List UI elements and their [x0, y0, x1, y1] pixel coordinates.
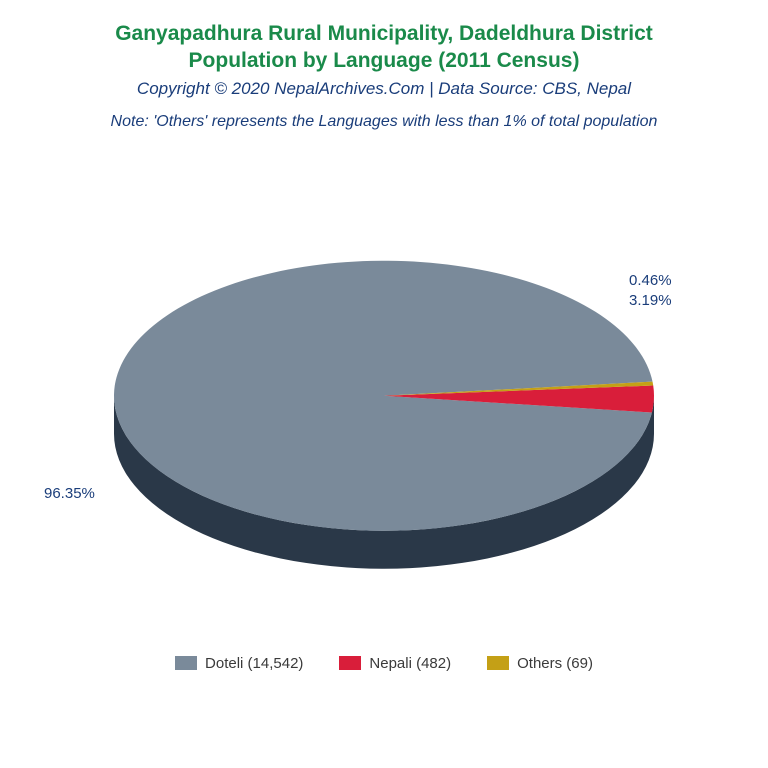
legend-label-others: Others (69) [517, 655, 593, 672]
title-line-2: Population by Language (2011 Census) [111, 47, 658, 74]
pie-chart: 96.35% 0.46% 3.19% [34, 175, 734, 625]
legend-item-others: Others (69) [487, 655, 593, 672]
pie-svg [84, 235, 684, 595]
legend-label-nepali: Nepali (482) [369, 655, 451, 672]
slice-label-others: 0.46% [629, 272, 672, 289]
legend-item-nepali: Nepali (482) [339, 655, 451, 672]
chart-container: Ganyapadhura Rural Municipality, Dadeldh… [0, 0, 768, 768]
legend-item-doteli: Doteli (14,542) [175, 655, 303, 672]
slice-label-doteli: 96.35% [44, 485, 95, 502]
legend-swatch-nepali [339, 656, 361, 670]
legend-swatch-others [487, 656, 509, 670]
legend-label-doteli: Doteli (14,542) [205, 655, 303, 672]
note-text: Note: 'Others' represents the Languages … [111, 113, 658, 131]
title-line-1: Ganyapadhura Rural Municipality, Dadeldh… [111, 20, 658, 47]
title-block: Ganyapadhura Rural Municipality, Dadeldh… [111, 20, 658, 131]
subtitle: Copyright © 2020 NepalArchives.Com | Dat… [111, 79, 658, 99]
legend-swatch-doteli [175, 656, 197, 670]
legend: Doteli (14,542) Nepali (482) Others (69) [175, 655, 593, 672]
slice-label-nepali: 3.19% [629, 292, 672, 309]
pie-svg-wrap [84, 235, 684, 600]
